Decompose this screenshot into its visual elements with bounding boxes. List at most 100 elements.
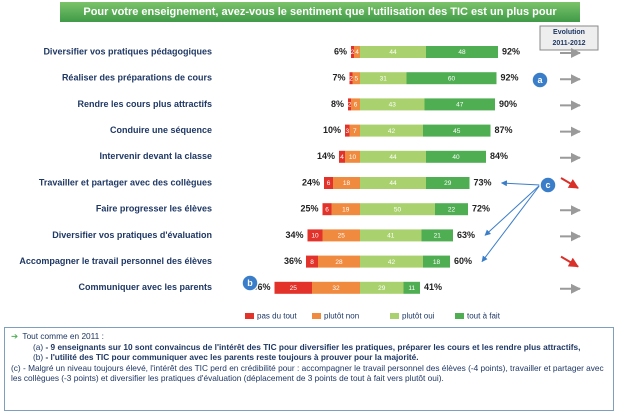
segment-label: 22 [448,206,456,213]
bar-segment [360,98,425,111]
bar-segment [274,281,312,294]
note-item: (a) - 9 enseignants sur 10 sont convainc… [11,342,607,353]
note-text: - Malgré un niveau toujours élevé, l'int… [11,362,604,384]
segment-label: 18 [343,180,351,187]
segment-label: 6 [327,180,331,187]
bar-segment [360,46,426,58]
note-text: - 9 enseignants sur 10 sont convaincus d… [45,341,581,352]
bar-segment [403,281,420,294]
left-total: 56% [252,282,270,292]
notes-intro: ➔ Tout comme en 2011 : [11,331,104,341]
segment-label: 25 [290,285,298,292]
segment-label: 42 [388,128,396,135]
segment-label: 60 [448,75,456,82]
bar-segment [351,98,360,111]
annotation-label: b [247,278,253,288]
left-total: 34% [285,230,303,240]
segment-label: 44 [389,49,397,56]
category-label: Diversifier vos pratiques d'évaluation [52,230,212,240]
left-total: 36% [284,256,302,266]
bar-segment [360,229,422,242]
segment-label: 8 [310,259,314,266]
segment-label: 47 [456,102,464,109]
legend-swatch [455,313,464,319]
bar-segment [339,150,345,163]
right-total: 92% [501,73,519,83]
segment-label: 5 [354,75,358,82]
note-item: (b) - l'utilité des TIC pour communiquer… [11,352,607,363]
legend-label: tout à fait [467,312,501,321]
bar-segment [351,46,354,58]
bar-segment [345,150,360,163]
segment-label: 6 [325,206,329,213]
right-total: 60% [454,256,472,266]
left-total: 24% [302,177,320,187]
left-total: 10% [323,125,341,135]
bar-segment [322,203,332,216]
segment-label: 2 [351,49,355,56]
segment-label: 44 [389,180,397,187]
annotation-circle [539,176,557,194]
left-total: 6% [334,46,347,56]
segment-label: 43 [389,102,397,109]
legend-label: plutôt oui [402,312,435,321]
left-total: 14% [317,151,335,161]
segment-label: 7 [353,128,357,135]
legend-label: plutôt non [324,312,359,321]
notes-text: Tout comme en 2011 : [22,331,104,341]
evolution-arrow [560,255,579,268]
right-total: 41% [424,282,442,292]
right-total: 90% [499,99,517,109]
segment-label: 25 [338,233,346,240]
category-label: Travailler et partager avec des collègue… [39,177,212,187]
right-total: 73% [474,177,492,187]
segment-label: 48 [458,49,466,56]
segment-label: 10 [311,233,319,240]
bar-segment [322,229,360,242]
segment-label: 19 [342,206,350,213]
evolution-arrow [560,177,579,189]
segment-label: 3 [345,128,349,135]
category-label: Accompagner le travail personnel des élè… [19,256,212,266]
bar-segment [360,150,426,163]
right-total: 84% [490,151,508,161]
annotation-arrow [500,180,541,187]
bar-segment [349,124,360,137]
bar-segment [348,98,351,111]
bar-segment [354,46,360,58]
segment-label: 4 [340,154,344,161]
category-label: Faire progresser les élèves [96,204,212,214]
segment-label: 45 [453,128,461,135]
bar-segment [360,281,404,294]
bar-segment [360,177,426,189]
segment-label: 50 [394,206,402,213]
segment-label: 41 [387,233,395,240]
right-total: 72% [472,204,490,214]
annotation-circle [241,274,259,292]
bar-segment [426,46,498,58]
segment-label: 40 [452,154,460,161]
bar-segment [423,124,491,137]
legend-swatch [312,313,321,319]
segment-label: 31 [380,75,388,82]
segment-label: 28 [335,259,343,266]
category-label: Diversifier vos pratiques pédagogiques [43,46,212,56]
left-total: 25% [300,204,318,214]
bar-segment [349,72,353,85]
bar-segment [360,72,407,85]
segment-label: 21 [434,233,442,240]
bar-segment [306,255,318,268]
note-marker: (b) [33,352,44,362]
left-total: 7% [332,73,345,83]
category-label: Conduire une séquence [110,125,212,135]
bar-segment [307,229,323,242]
bar-segment [360,255,423,268]
bar-segment [333,177,360,189]
annotation-label: c [545,180,550,190]
bar-segment [352,72,360,85]
segment-label: 10 [349,154,357,161]
segment-label: 44 [389,154,397,161]
annotation-arrow [481,184,541,263]
segment-label: 2 [349,75,353,82]
